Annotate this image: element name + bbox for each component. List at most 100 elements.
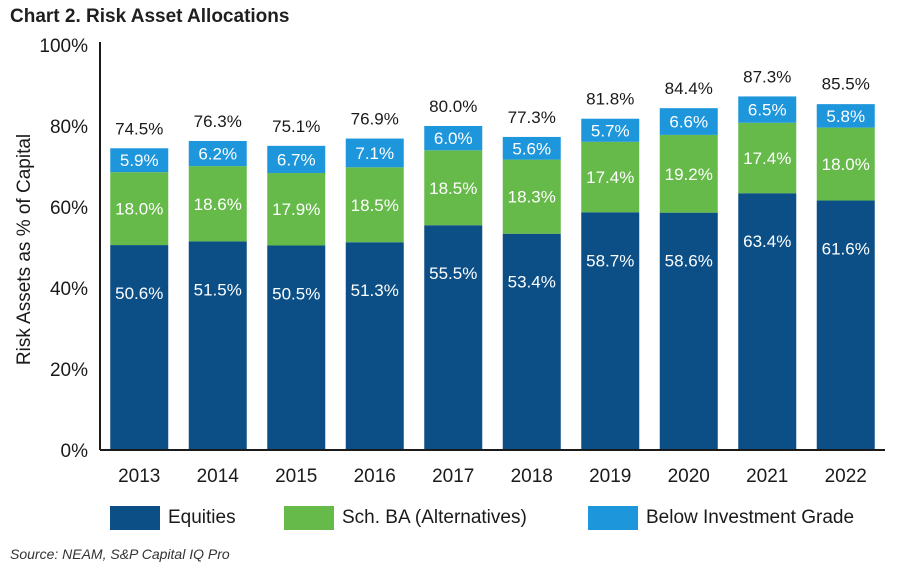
bar-below-ig [659, 108, 718, 135]
bar-equities [738, 193, 797, 451]
bar-alternatives [424, 150, 483, 226]
label-equities: 53.4% [508, 273, 556, 292]
y-tick-label: 80% [50, 117, 88, 138]
bar-below-ig [188, 140, 247, 167]
x-tick-label: 2018 [511, 466, 553, 487]
label-below-ig: 6.2% [198, 145, 237, 164]
y-tick-label: 100% [39, 36, 88, 57]
total-label: 77.3% [508, 108, 556, 127]
bar-below-ig [110, 148, 169, 173]
bar-equities [502, 233, 561, 450]
bar-equities [188, 241, 247, 450]
y-tick-label: 0% [61, 441, 89, 462]
legend-swatch-below-ig [588, 506, 638, 530]
label-equities: 55.5% [429, 264, 477, 283]
label-below-ig: 5.6% [512, 139, 551, 158]
bar-alternatives [110, 172, 169, 246]
label-equities: 63.4% [743, 232, 791, 251]
label-equities: 50.6% [115, 284, 163, 303]
legend-item-below-ig: Below Investment Grade [588, 505, 854, 531]
bar-alternatives [267, 172, 326, 246]
bar-equities [345, 242, 404, 450]
x-tick-label: 2015 [275, 466, 317, 487]
legend-label-below-ig: Below Investment Grade [646, 507, 855, 528]
label-equities: 58.7% [586, 251, 634, 270]
label-equities: 50.5% [272, 284, 320, 303]
x-tick-label: 2022 [825, 466, 867, 487]
label-below-ig: 6.0% [434, 129, 473, 148]
label-below-ig: 5.9% [120, 151, 159, 170]
bar-equities [581, 212, 640, 450]
bar-below-ig [581, 118, 640, 142]
label-below-ig: 5.7% [591, 121, 630, 140]
x-tick-label: 2013 [118, 466, 160, 487]
legend-label-alternatives: Sch. BA (Alternatives) [342, 507, 527, 528]
bar-alternatives [738, 122, 797, 194]
bar-equities [110, 245, 169, 450]
bar-below-ig [267, 145, 326, 173]
total-label: 76.9% [351, 110, 399, 129]
label-equities: 51.3% [351, 281, 399, 300]
chart-title: Chart 2. Risk Asset Allocations [10, 6, 290, 27]
bar-alternatives [502, 159, 561, 234]
label-below-ig: 5.8% [826, 107, 865, 126]
source-note: Source: NEAM, S&P Capital IQ Pro [10, 546, 230, 562]
bar-alternatives [345, 167, 404, 243]
total-label: 75.1% [272, 117, 320, 136]
bar-alternatives [659, 134, 718, 213]
total-label: 84.4% [665, 79, 713, 98]
bar-equities [267, 245, 326, 450]
legend-item-alternatives: Sch. BA (Alternatives) [284, 505, 527, 531]
label-alternatives: 17.4% [586, 168, 634, 187]
legend-swatch-alternatives [284, 506, 334, 530]
x-tick-label: 2016 [354, 466, 396, 487]
legend: Equities Sch. BA (Alternatives) Below In… [0, 505, 907, 535]
label-equities: 58.6% [665, 252, 713, 271]
label-alternatives: 19.2% [665, 165, 713, 184]
total-label: 85.5% [822, 75, 870, 94]
y-tick-label: 20% [50, 360, 88, 381]
bar-equities [659, 212, 718, 450]
x-tick-label: 2017 [432, 466, 474, 487]
total-label: 76.3% [194, 112, 242, 131]
y-tick-label: 60% [50, 198, 88, 219]
x-tick-label: 2019 [589, 466, 631, 487]
legend-item-equities: Equities [110, 505, 236, 531]
label-alternatives: 17.4% [743, 149, 791, 168]
bar-below-ig [424, 126, 483, 151]
bar-below-ig [345, 138, 404, 168]
x-tick-label: 2021 [746, 466, 788, 487]
label-below-ig: 6.5% [748, 101, 787, 120]
bar-alternatives [188, 166, 247, 242]
label-alternatives: 18.0% [115, 200, 163, 219]
x-tick-label: 2014 [197, 466, 240, 487]
legend-label-equities: Equities [168, 507, 236, 528]
label-alternatives: 18.6% [194, 195, 242, 214]
chart-area: Risk Assets as % of Capital 0% 20% 40% 60% 80… [14, 36, 885, 487]
total-label: 87.3% [743, 67, 791, 86]
label-alternatives: 18.5% [351, 196, 399, 215]
bar-below-ig [816, 104, 875, 128]
label-alternatives: 18.5% [429, 179, 477, 198]
label-equities: 51.5% [194, 280, 242, 299]
bar-equities [424, 225, 483, 450]
y-axis-label: Risk Assets as % of Capital [14, 134, 35, 365]
bar-below-ig [502, 136, 561, 160]
bar-alternatives [581, 141, 640, 213]
label-below-ig: 7.1% [355, 144, 394, 163]
y-tick-label: 40% [50, 279, 88, 300]
label-alternatives: 18.0% [822, 155, 870, 174]
label-below-ig: 6.6% [669, 113, 708, 132]
bar-equities [816, 200, 875, 450]
label-alternatives: 18.3% [508, 188, 556, 207]
label-below-ig: 6.7% [277, 150, 316, 169]
total-label: 81.8% [586, 90, 634, 109]
bar-below-ig [738, 96, 797, 123]
total-label: 80.0% [429, 97, 477, 116]
label-alternatives: 17.9% [272, 200, 320, 219]
bar-alternatives [816, 127, 875, 201]
label-equities: 61.6% [822, 240, 870, 259]
legend-swatch-equities [110, 506, 160, 530]
x-tick-label: 2020 [668, 466, 710, 487]
total-label: 74.5% [115, 119, 163, 138]
